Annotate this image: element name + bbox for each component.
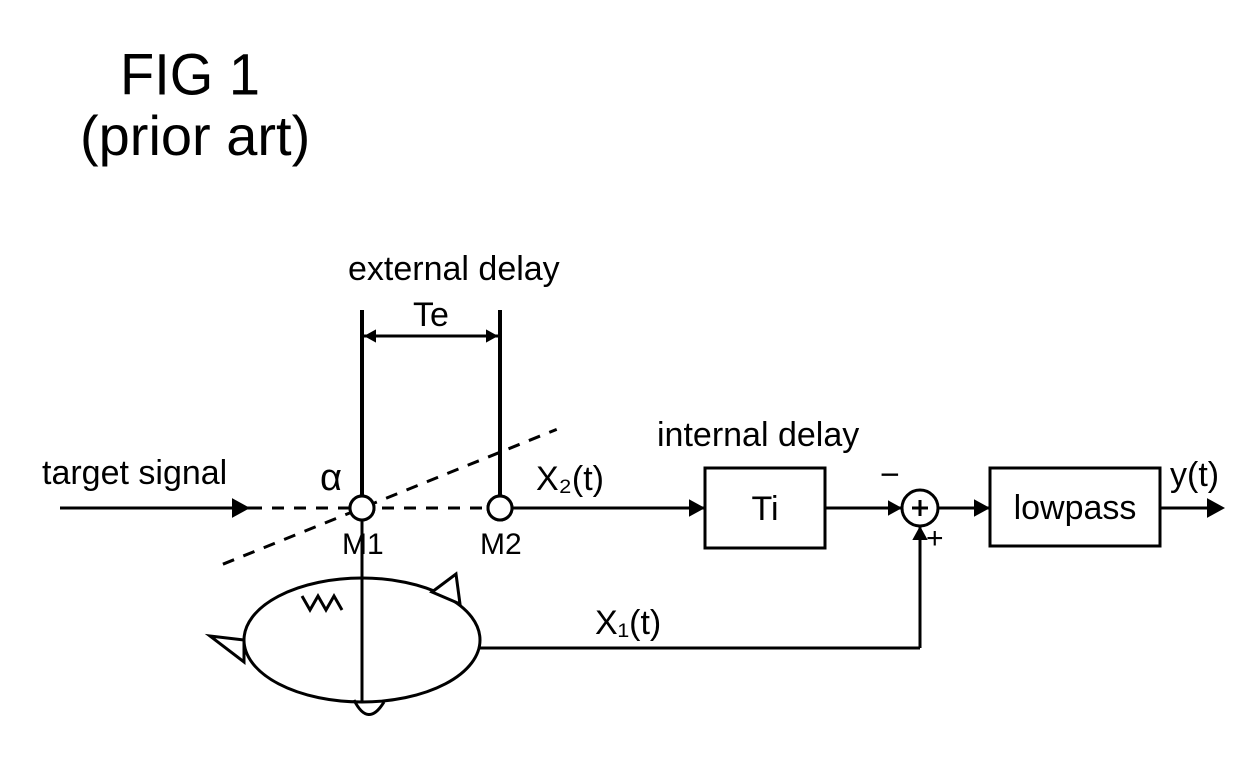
figure-title-line2: (prior art) (80, 104, 310, 167)
x1-label: X₁(t) (595, 604, 661, 642)
external-delay-label: external delay (348, 250, 560, 288)
plus-sign: + (926, 522, 944, 555)
alpha-label: α (320, 457, 342, 499)
y-out-label: y(t) (1170, 456, 1219, 494)
target-signal-label: target signal (42, 454, 227, 492)
internal-delay-label: internal delay (657, 416, 859, 454)
x2-label: X₂(t) (536, 460, 604, 498)
m2-label: M2 (480, 528, 522, 561)
minus-sign: − (880, 456, 900, 494)
head-icon (210, 574, 480, 715)
lowpass-text: lowpass (1014, 489, 1137, 527)
figure-title-line1: FIG 1 (120, 42, 260, 108)
te-label: Te (413, 296, 449, 334)
ti-text: Ti (751, 490, 778, 528)
